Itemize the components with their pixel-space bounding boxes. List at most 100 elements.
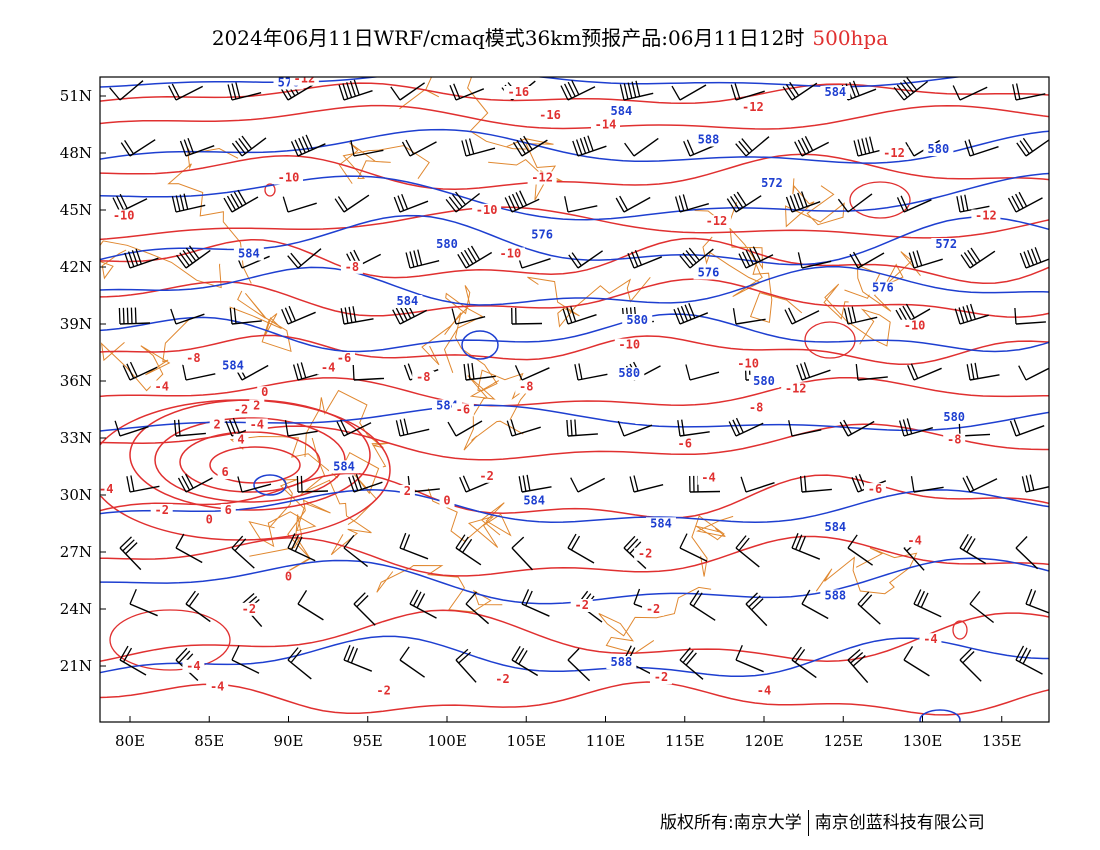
wind-barb [179,137,215,157]
wind-barb [782,81,818,101]
wind-barb [287,248,322,269]
wind-barb [732,308,766,325]
wind-barb [679,647,704,680]
lat-tick-label: 30N [60,486,92,504]
label-backdrop [673,437,696,451]
label-backdrop [606,656,637,669]
wind-barb [619,80,654,101]
label-backdrop [879,146,909,160]
wind-barb [129,589,158,617]
temperature-label: -12 [975,209,997,223]
boundary-line [376,564,503,613]
wind-barb [465,591,490,625]
temperature-label: -2 [654,670,668,684]
wind-barb [353,592,376,626]
temperature-label: 0 [206,513,213,527]
wind-barb [837,193,873,213]
label-backdrop [519,494,550,508]
boundary-line [728,202,803,323]
boundary-line [598,586,712,654]
label-backdrop [432,238,462,251]
boundary-line [248,479,317,548]
geopotential-label: 584 [523,494,545,508]
lat-tick-label: 51N [60,87,92,105]
wind-barb [122,361,158,381]
label-backdrop [642,602,665,616]
temperature-label: -6 [868,482,882,496]
wind-barb [560,80,596,101]
label-backdrop [399,485,415,498]
temperature-contours [100,82,1049,716]
wind-barb [1021,474,1049,493]
wind-barb [572,135,607,157]
wind-barb [338,79,373,101]
temperature-isotherm [100,681,1049,716]
temperature-label: -4 [210,680,224,694]
temperature-label: -8 [416,370,430,384]
label-backdrop [649,671,672,685]
label-backdrop [820,521,851,535]
wind-barb [562,306,597,325]
geopotential-label: 584 [333,459,355,473]
wind-barb [343,644,373,672]
wind-barb [740,476,775,493]
wind-barb [126,475,160,493]
label-backdrop [209,418,225,432]
temperature-isotherm [100,104,1049,130]
boundary-line [691,515,734,577]
wind-barb [109,80,144,101]
wind-barb [728,417,764,437]
boundary-line [100,240,222,289]
wind-barb [511,645,539,677]
wind-barb [907,363,942,381]
geopotential-label: 572 [935,237,957,251]
label-backdrop [634,547,657,561]
wind-barb [297,590,324,621]
geopotential-label: 588 [611,655,633,669]
wind-barb [964,139,999,157]
wind-barb [284,420,318,437]
temperature-label: -4 [186,659,200,673]
lon-tick-label: 135E [982,732,1022,750]
geopotential-label: 588 [824,589,846,603]
label-backdrop [919,633,942,647]
wind-barbs [109,77,1049,684]
label-backdrop [701,215,731,229]
label-backdrop [863,483,886,497]
label-backdrop [245,418,268,432]
temperature-label: -6 [337,351,351,365]
geopotential-isoline [100,635,1049,678]
label-backdrop [820,86,851,99]
label-backdrop [150,380,173,394]
boundary-line [427,488,512,548]
label-backdrop [439,494,455,508]
temperature-isotherm [100,278,1049,318]
wind-barb [960,247,996,269]
wind-barb [395,418,430,437]
boundary-line [338,142,430,184]
geopotential-label: 584 [222,359,244,373]
label-backdrop [412,371,435,384]
wind-barb [615,195,651,213]
wind-barb [671,84,707,101]
label-backdrop [971,209,1001,223]
wind-barb [231,645,260,674]
temperature-label: -4 [250,418,264,432]
wind-barb [735,136,770,157]
wind-barb [223,189,259,213]
wind-barb [801,589,829,620]
wind-barb [229,307,262,325]
wind-barb [567,533,595,564]
wind-barb [954,303,989,325]
wind-barb [788,420,822,437]
temperature-isotherm [100,472,1049,519]
wind-barb [796,362,831,381]
wind-barb [514,365,550,381]
temperature-label: -2 [242,602,256,616]
label-backdrop [100,483,118,497]
label-backdrop [939,410,970,424]
wind-barb [1007,191,1043,213]
boundary-line [167,147,252,284]
temperature-label: -2 [479,469,493,483]
boundary-line [229,290,292,353]
